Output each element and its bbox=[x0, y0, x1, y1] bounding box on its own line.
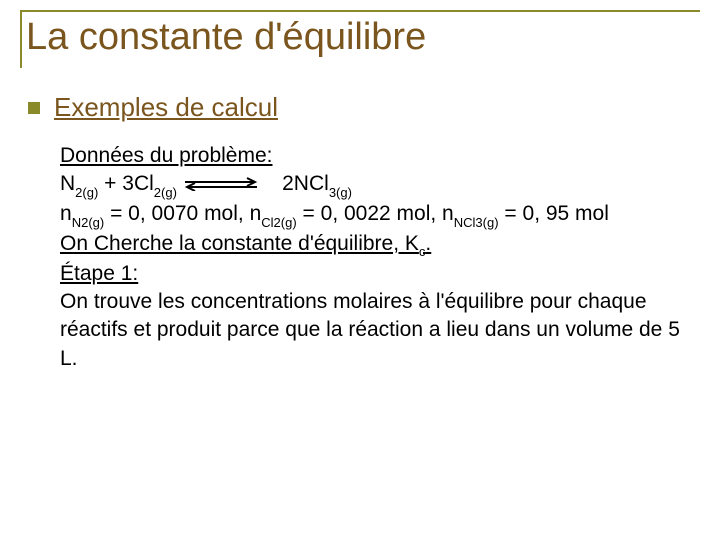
n-symbol: n bbox=[250, 202, 262, 225]
eq-subscript: 3(g) bbox=[329, 185, 352, 200]
eq-text: + 3Cl bbox=[98, 172, 153, 195]
explanation-text: On trouve les concentrations molaires à … bbox=[60, 288, 680, 373]
n-symbol: n bbox=[60, 202, 72, 225]
moles-line: nN2(g) = 0, 0070 mol, nCl2(g) = 0, 0022 … bbox=[60, 200, 680, 230]
n-value: = 0, 95 mol bbox=[499, 202, 609, 225]
eq-subscript: 2(g) bbox=[154, 185, 177, 200]
seek-line: On Cherche la constante d'équilibre, Kc. bbox=[60, 230, 680, 260]
eq-species: N bbox=[60, 172, 75, 195]
page-title: La constante d'équilibre bbox=[26, 18, 700, 56]
step-label: Étape 1: bbox=[60, 262, 138, 285]
n-value: = 0, 0022 mol, bbox=[297, 202, 442, 225]
n-subscript: N2(g) bbox=[72, 215, 105, 230]
section-row: Exemples de calcul bbox=[28, 92, 278, 123]
kc-subscript: c bbox=[419, 244, 426, 259]
data-label: Données du problème: bbox=[60, 144, 272, 167]
arrow-paths bbox=[185, 178, 257, 191]
title-container: La constante d'équilibre bbox=[20, 10, 700, 68]
equilibrium-arrow-icon bbox=[183, 171, 259, 199]
equation-line: N2(g) + 3Cl2(g) 2NCl3(g) bbox=[60, 170, 680, 200]
eq-subscript: 2(g) bbox=[75, 185, 98, 200]
n-symbol: n bbox=[442, 202, 454, 225]
square-bullet-icon bbox=[28, 102, 40, 114]
n-subscript: Cl2(g) bbox=[261, 215, 296, 230]
body-content: Données du problème: N2(g) + 3Cl2(g) 2NC… bbox=[60, 142, 680, 373]
seek-text: On Cherche la constante d'équilibre, K bbox=[60, 232, 419, 255]
seek-dot: . bbox=[425, 232, 431, 255]
section-heading: Exemples de calcul bbox=[54, 92, 278, 123]
eq-species: 2NCl bbox=[282, 172, 329, 195]
n-value: = 0, 0070 mol, bbox=[104, 202, 249, 225]
n-subscript: NCl3(g) bbox=[454, 215, 499, 230]
